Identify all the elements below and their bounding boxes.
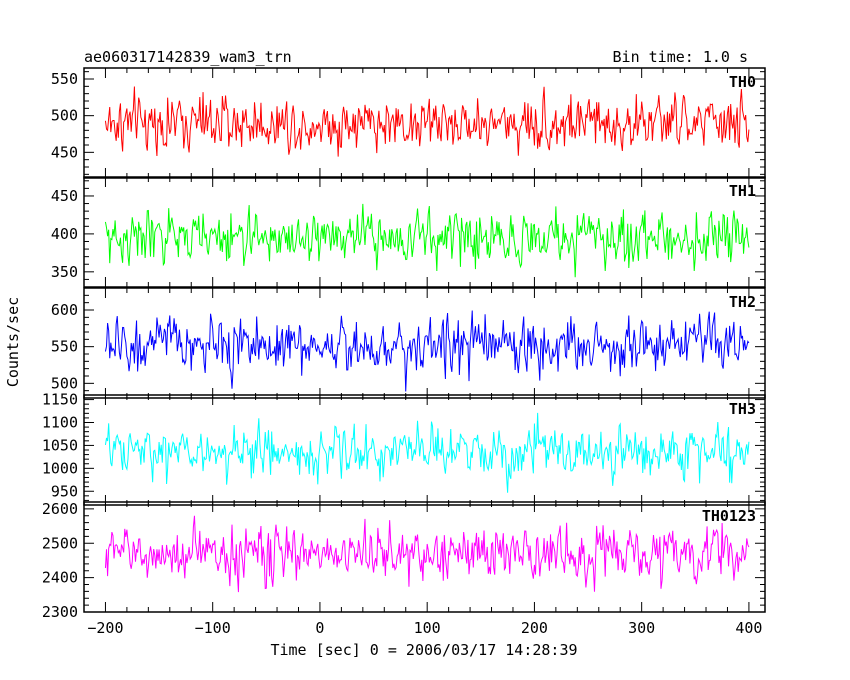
panel-label-th3: TH3 xyxy=(729,400,756,418)
y-tick-label: 950 xyxy=(51,482,78,500)
panel-label-th0123: TH0123 xyxy=(702,507,756,525)
y-tick-label: 600 xyxy=(51,301,78,319)
series-line-th3 xyxy=(104,412,750,493)
y-tick-label: 400 xyxy=(51,225,78,243)
series-line-th2 xyxy=(104,310,750,392)
panel-th1: 350 400 450 TH1 xyxy=(51,176,766,288)
panel-th3: 950 1000 1050 1100 1150 TH3 xyxy=(42,391,766,506)
y-tick-label: 350 xyxy=(51,263,78,281)
x-tick-label: −100 xyxy=(195,619,231,637)
y-tick-label: 550 xyxy=(51,70,78,88)
bin-time-label: Bin time: 1.0 s xyxy=(613,48,748,66)
y-tick-label: 550 xyxy=(51,338,78,356)
series-line-th0123 xyxy=(104,515,750,593)
y-tick-label: 2300 xyxy=(42,603,78,621)
panel-label-th1: TH1 xyxy=(729,182,756,200)
y-tick-label: 2600 xyxy=(42,500,78,518)
panel-frame xyxy=(83,176,766,288)
panel-frame xyxy=(83,394,766,506)
panel-frame xyxy=(83,287,766,399)
panels-group: 450 500 550 TH0 350 400 450 TH1 500 550 600 TH2 950 1… xyxy=(42,67,766,621)
y-tick-label: 1100 xyxy=(42,414,78,432)
y-tick-label: 450 xyxy=(51,187,78,205)
y-tick-label: 500 xyxy=(51,107,78,125)
x-tick-label: 200 xyxy=(521,619,548,637)
x-tick-label: 0 xyxy=(315,619,324,637)
y-tick-label: 450 xyxy=(51,143,78,161)
panel-th0: 450 500 550 TH0 xyxy=(51,67,766,179)
chart-title: ae060317142839_wam3_trn xyxy=(84,48,292,66)
panel-label-th0: TH0 xyxy=(729,73,756,91)
panel-label-th2: TH2 xyxy=(729,293,756,311)
y-tick-label: 2500 xyxy=(42,534,78,552)
panel-th2: 500 550 600 TH2 xyxy=(51,287,766,399)
y-tick-label: 2400 xyxy=(42,569,78,587)
y-tick-label: 1150 xyxy=(42,391,78,409)
x-tick-label: 400 xyxy=(735,619,762,637)
x-tick-label: 300 xyxy=(628,619,655,637)
y-tick-label: 500 xyxy=(51,374,78,392)
series-line-th1 xyxy=(104,203,750,278)
series-line-th0 xyxy=(104,86,750,157)
y-tick-label: 1050 xyxy=(42,436,78,454)
x-axis-label: Time [sec] 0 = 2006/03/17 14:28:39 xyxy=(270,641,577,659)
x-axis: −200 −100 0 100 200 300 400 xyxy=(87,619,762,637)
panel-th0123: 2300 2400 2500 2600 TH0123 xyxy=(42,500,766,621)
y-axis-label: Counts/sec xyxy=(4,297,22,387)
y-tick-label: 1000 xyxy=(42,459,78,477)
x-tick-label: −200 xyxy=(87,619,123,637)
x-tick-label: 100 xyxy=(414,619,441,637)
